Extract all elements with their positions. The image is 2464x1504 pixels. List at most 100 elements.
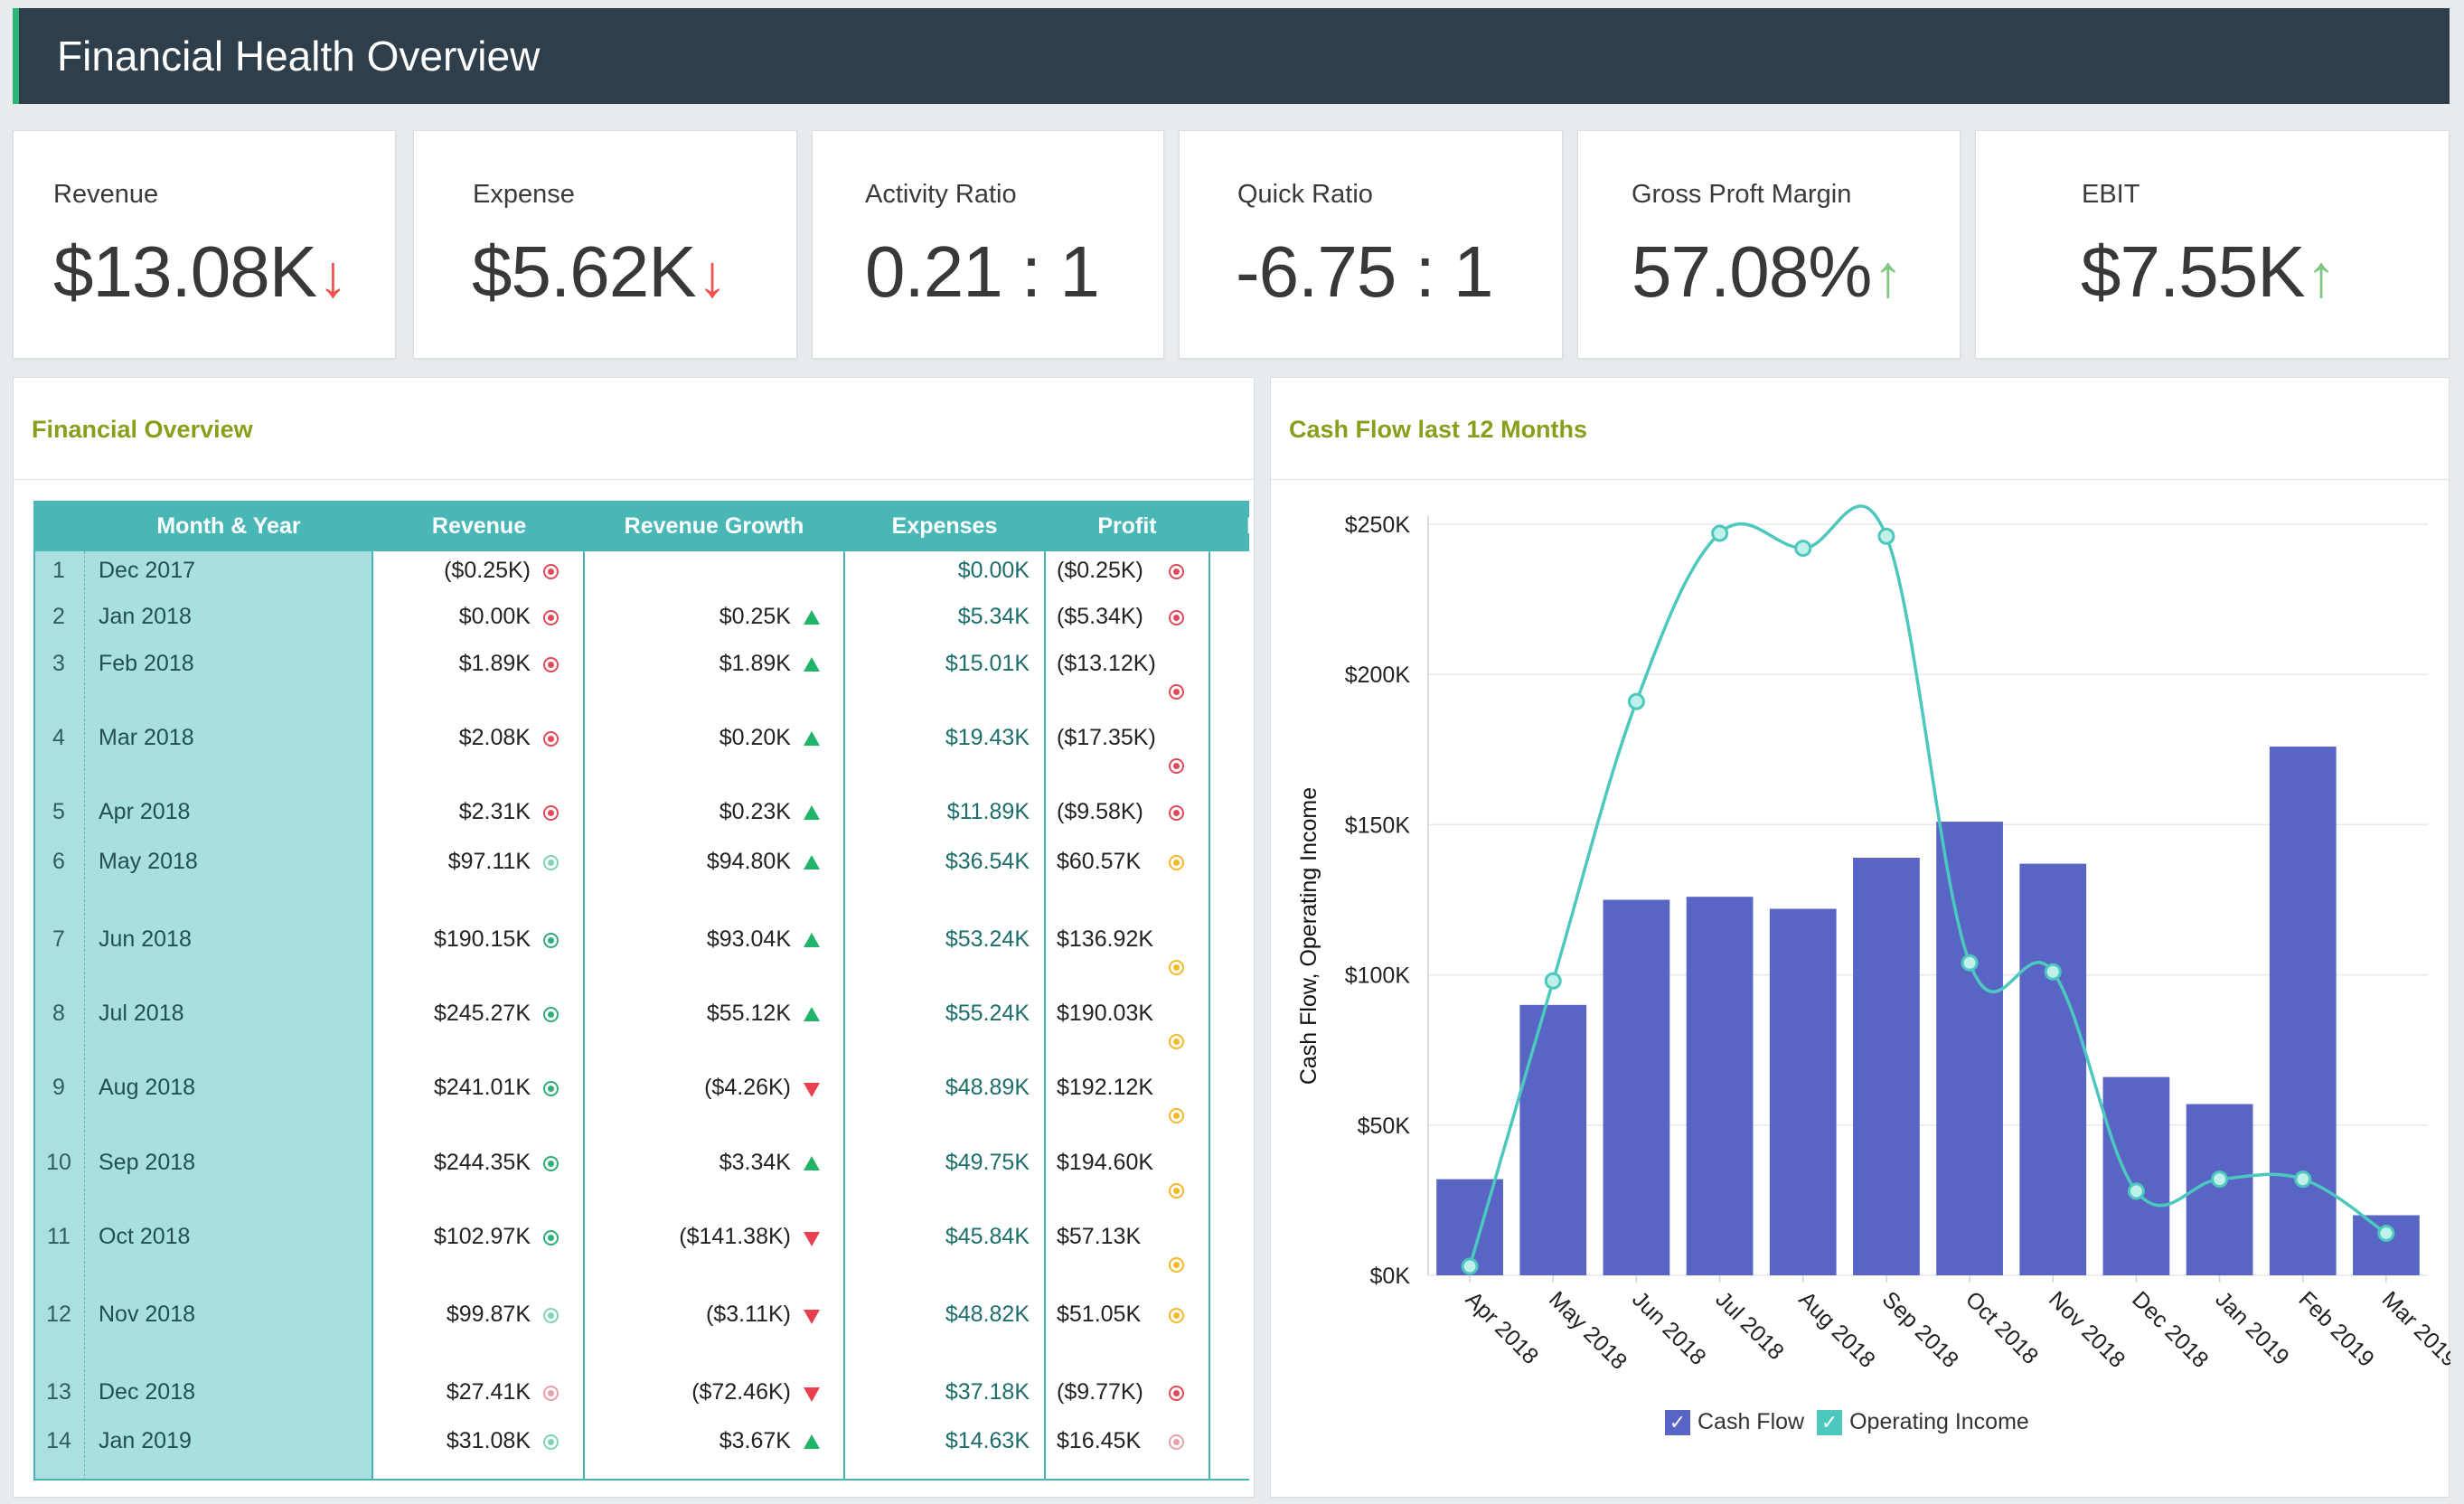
cash-flow-bar[interactable] [1936, 822, 2003, 1275]
revenue-cell: $2.31K [458, 799, 531, 824]
kpi-value: $13.08K ↓ [53, 230, 348, 314]
operating-income-point[interactable] [2127, 1182, 2145, 1200]
operating-income-point[interactable] [1794, 540, 1812, 558]
cash-flow-bar[interactable] [1853, 857, 1920, 1275]
page-title: Financial Health Overview [57, 33, 541, 80]
column-header-month-year[interactable]: Month & Year [156, 513, 301, 539]
profit-cell: ($5.34K) [1057, 604, 1143, 629]
revenue-cell: $244.35K [433, 1150, 531, 1175]
kpi-card-expense[interactable]: Expense $5.62K ↓ [413, 130, 797, 359]
profit-indicator-icon [1169, 610, 1184, 625]
column-header-revenue-growth[interactable]: Revenue Growth [624, 513, 804, 539]
profit-indicator-icon [1169, 1108, 1184, 1123]
trend-up-arrow-icon: ↑ [1873, 242, 1903, 309]
legend-item-operating-income[interactable]: ✓ Operating Income [1817, 1409, 2029, 1435]
row-number: 10 [46, 1150, 71, 1175]
profit-cell: ($13.12K) [1057, 651, 1156, 676]
operating-income-point[interactable] [2044, 963, 2062, 981]
kpi-card-gross-profit-margin[interactable]: Gross Proft Margin 57.08% ↑ [1577, 130, 1961, 359]
kpi-card-quick-ratio[interactable]: Quick Ratio -6.75 : 1 [1179, 130, 1563, 359]
row-number: 12 [46, 1302, 71, 1327]
revenue-indicator-icon [543, 564, 559, 579]
cash-flow-bar[interactable] [1519, 1004, 1587, 1275]
expenses-cell: $37.18K [945, 1379, 1030, 1405]
row-number: 4 [52, 725, 65, 750]
financial-table[interactable]: Month & Year Revenue Revenue Growth Expe… [33, 501, 1249, 1480]
cash-flow-bar[interactable] [2019, 863, 2087, 1275]
revenue-cell: $97.11K [447, 849, 531, 874]
kpi-card-revenue[interactable]: Revenue $13.08K ↓ [13, 130, 396, 359]
operating-income-point[interactable] [2211, 1170, 2229, 1189]
operating-income-point[interactable] [1544, 972, 1562, 990]
expenses-cell: $55.24K [945, 1001, 1030, 1026]
operating-income-point[interactable] [1461, 1257, 1479, 1275]
expenses-cell: $0.00K [957, 558, 1030, 583]
revenue-growth-cell: $93.04K [706, 926, 791, 952]
x-tick-label: Sep 2018 [1877, 1286, 1963, 1372]
x-tick-label: Apr 2018 [1461, 1286, 1544, 1369]
profit-indicator-icon [1169, 1308, 1184, 1323]
revenue-growth-cell: $0.20K [719, 725, 791, 750]
checkbox-checked-icon[interactable]: ✓ [1817, 1409, 1843, 1435]
y-tick-label: $150K [1345, 813, 1411, 838]
table-body: 1 Dec 2017 ($0.25K) $0.00K ($0.25K) 2 Jan 2018… [33, 551, 1249, 1479]
revenue-growth-cell: $3.34K [719, 1150, 791, 1175]
divider [14, 479, 1254, 480]
column-header-pr[interactable]: Pr [1210, 501, 1249, 551]
column-header-expenses[interactable]: Expenses [891, 513, 998, 539]
app-header: Financial Health Overview [13, 8, 2450, 104]
cash-flow-bar[interactable] [2186, 1104, 2253, 1275]
kpi-card-activity-ratio[interactable]: Activity Ratio 0.21 : 1 [812, 130, 1164, 359]
x-tick-label: Dec 2018 [2127, 1286, 2213, 1372]
operating-income-point[interactable] [2377, 1224, 2395, 1242]
kpi-value: 57.08% ↑ [1632, 230, 1903, 314]
month-cell: May 2018 [99, 849, 198, 874]
y-tick-label: $250K [1345, 512, 1411, 538]
operating-income-point[interactable] [2294, 1170, 2312, 1189]
operating-income-point[interactable] [1627, 692, 1645, 710]
kpi-value-text: $7.55K [2081, 231, 2306, 312]
expenses-cell: $19.43K [945, 725, 1030, 750]
profit-indicator-icon [1169, 684, 1184, 700]
row-number: 6 [52, 849, 65, 874]
cash-flow-bar[interactable] [2102, 1076, 2170, 1275]
revenue-cell: ($0.25K) [444, 558, 531, 583]
legend-item-cash-flow[interactable]: ✓ Cash Flow [1665, 1409, 1804, 1435]
operating-income-line [1468, 504, 2387, 1267]
operating-income-point[interactable] [1877, 527, 1895, 545]
operating-income-point[interactable] [1711, 524, 1729, 542]
month-cell: Mar 2018 [99, 725, 194, 750]
cash-flow-bar[interactable] [1769, 908, 1837, 1275]
revenue-indicator-icon [543, 1230, 559, 1246]
x-tick-label: Nov 2018 [2044, 1286, 2130, 1372]
month-cell: Jan 2019 [99, 1428, 192, 1453]
triangle-down-icon [804, 1232, 820, 1246]
operating-income-point[interactable] [1961, 954, 1979, 972]
cash-flow-bar[interactable] [1686, 897, 1754, 1275]
kpi-value: 0.21 : 1 [865, 230, 1100, 314]
revenue-indicator-icon [543, 1081, 559, 1096]
x-tick-label: Jun 2018 [1627, 1286, 1711, 1370]
row-number: 11 [47, 1224, 71, 1249]
kpi-card-ebit[interactable]: EBIT $7.55K ↑ [1975, 130, 2450, 359]
column-header-revenue[interactable]: Revenue [431, 513, 527, 539]
column-divider [1208, 551, 1210, 1479]
revenue-indicator-icon [543, 1308, 559, 1323]
x-tick-label: May 2018 [1544, 1286, 1632, 1374]
cash-flow-bar[interactable] [2269, 746, 2337, 1275]
column-header-profit[interactable]: Profit [1097, 513, 1157, 539]
month-cell: Jul 2018 [99, 1001, 184, 1026]
revenue-cell: $0.00K [458, 604, 531, 629]
revenue-cell: $2.08K [458, 725, 531, 750]
revenue-cell: $245.27K [433, 1001, 531, 1026]
cash-flow-bar[interactable] [2353, 1215, 2420, 1275]
financial-overview-panel: Financial Overview Month & Year Revenue … [13, 377, 1255, 1498]
cash-flow-chart[interactable]: $0K $50K $100K $150K $200K $250K Cash Flow, Op… [1271, 378, 2450, 1499]
revenue-growth-cell: $0.25K [719, 604, 791, 629]
column-divider [1044, 551, 1046, 1479]
revenue-cell: $241.01K [433, 1075, 531, 1100]
triangle-up-icon [804, 805, 820, 820]
checkbox-checked-icon[interactable]: ✓ [1665, 1409, 1690, 1435]
expenses-cell: $5.34K [957, 604, 1030, 629]
cash-flow-bar[interactable] [1603, 899, 1670, 1276]
